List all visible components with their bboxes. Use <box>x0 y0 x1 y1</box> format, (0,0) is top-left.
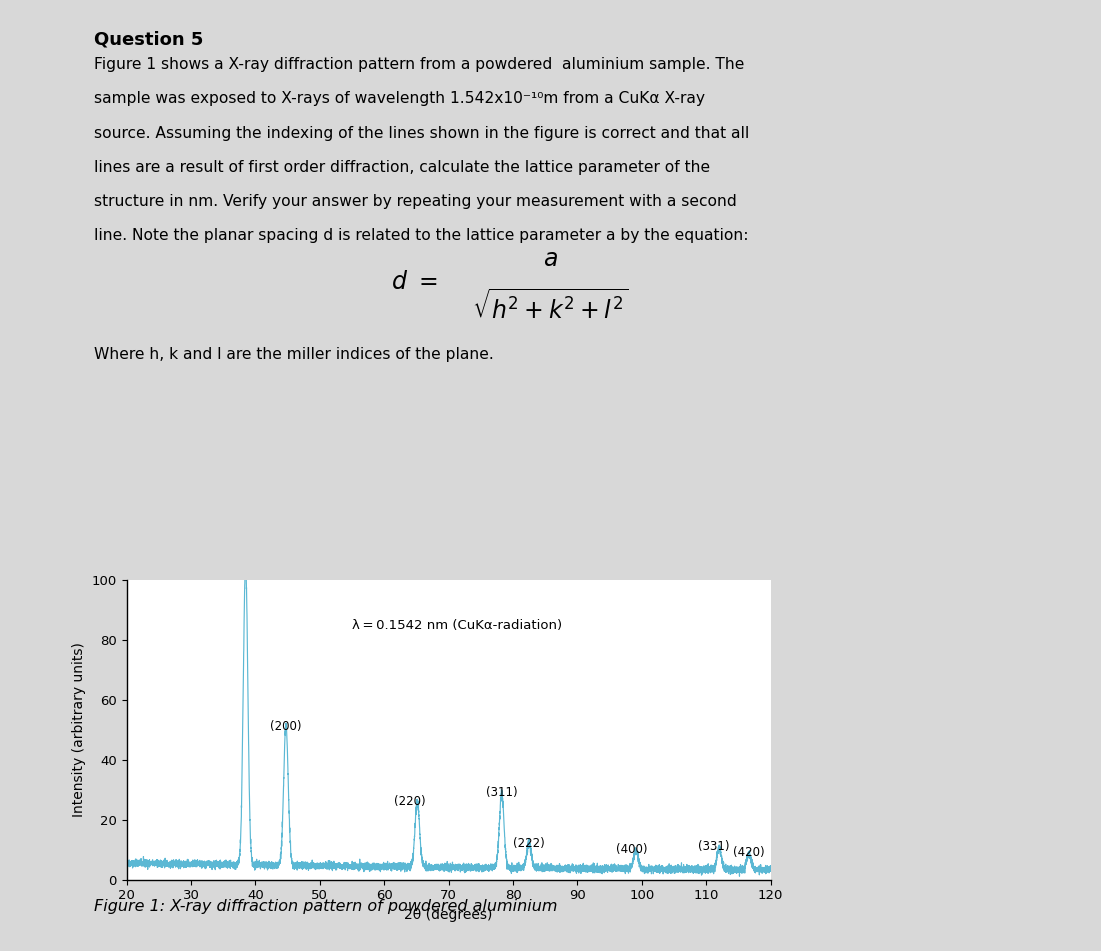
Text: λ = 0.1542 nm (CuKα-radiation): λ = 0.1542 nm (CuKα-radiation) <box>352 618 563 631</box>
Text: (420): (420) <box>733 845 764 859</box>
Text: Where h, k and l are the miller indices of the plane.: Where h, k and l are the miller indices … <box>94 347 493 362</box>
Text: $\sqrt{h^2 + k^2 + l^2}$: $\sqrt{h^2 + k^2 + l^2}$ <box>472 289 629 324</box>
Text: source. Assuming the indexing of the lines shown in the figure is correct and th: source. Assuming the indexing of the lin… <box>94 126 749 141</box>
Text: $a$: $a$ <box>543 247 558 271</box>
Text: (222): (222) <box>513 837 545 850</box>
Text: (220): (220) <box>394 795 426 807</box>
Text: structure in nm. Verify your answer by repeating your measurement with a second: structure in nm. Verify your answer by r… <box>94 194 737 209</box>
Text: (200): (200) <box>270 720 302 733</box>
Text: Figure 1: X-ray diffraction pattern of powdered aluminium: Figure 1: X-ray diffraction pattern of p… <box>94 899 557 914</box>
Y-axis label: Intensity (arbitrary units): Intensity (arbitrary units) <box>72 643 86 817</box>
X-axis label: 2θ (degrees): 2θ (degrees) <box>404 908 493 922</box>
Text: line. Note the planar spacing d is related to the lattice parameter a by the equ: line. Note the planar spacing d is relat… <box>94 228 748 243</box>
Text: lines are a result of first order diffraction, calculate the lattice parameter o: lines are a result of first order diffra… <box>94 160 710 175</box>
Text: (311): (311) <box>486 786 517 799</box>
Text: (400): (400) <box>617 843 648 856</box>
Text: sample was exposed to X-rays of wavelength 1.542x10⁻¹⁰m from a CuKα X-ray: sample was exposed to X-rays of waveleng… <box>94 91 705 107</box>
Text: Figure 1 shows a X-ray diffraction pattern from a powdered  aluminium sample. Th: Figure 1 shows a X-ray diffraction patte… <box>94 57 744 72</box>
Text: $d\ =$: $d\ =$ <box>391 270 437 295</box>
Text: Question 5: Question 5 <box>94 30 203 49</box>
Text: (331): (331) <box>698 840 730 853</box>
